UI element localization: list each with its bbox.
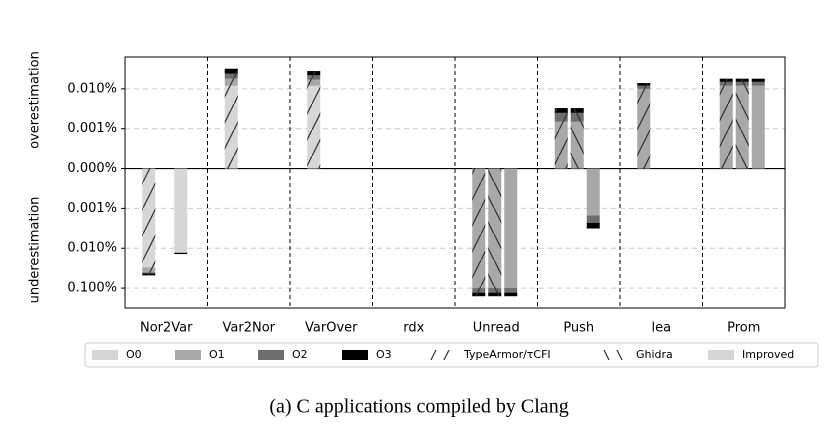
bar-hatch [554,112,568,122]
bar-hatch [472,288,486,293]
bar-hatch [735,81,749,86]
legend-label: O3 [376,348,392,361]
y-tick-label: 0.001% [67,121,117,136]
bar-hatch [142,168,156,268]
bar-hatch [719,85,733,169]
legend-swatch [92,350,118,360]
bar-segment [751,85,765,169]
plot-frame [124,56,786,309]
bar-hatch [637,85,651,89]
legend-swatch [430,350,456,360]
bar-hatch [142,272,156,274]
legend-label: Ghidra [636,348,673,361]
bar-segment [586,168,600,216]
y-tick-label: 0.010% [67,241,117,256]
bar-hatch [719,78,733,82]
y-tick-label: 0.001% [67,201,117,216]
bar-hatch [224,68,238,74]
bar-hatch [472,168,486,289]
legend-label: O2 [292,348,308,361]
bar-hatch [735,85,749,169]
bar-hatch [570,108,584,113]
y-tick-label: 0.000% [67,161,117,176]
bar-hatch [307,75,321,80]
y-label-over: overestimation [28,51,43,149]
legend-swatch [708,350,734,360]
bar-hatch [735,78,749,82]
x-tick-label: Var2Nor [223,321,276,336]
bar-hatch [488,288,502,293]
bar-hatch [570,121,584,169]
legend-swatch [175,350,201,360]
y-label-under: underestimation [28,197,43,304]
bar-hatch [488,168,502,289]
bar-segment [504,168,518,289]
bar-hatch [224,78,238,86]
x-tick-label: Unread [473,321,520,336]
bar-segment [586,222,600,229]
bar-segment [751,78,765,82]
bar-segment [751,81,765,86]
x-tick-label: VarOver [305,321,358,336]
legend-label: TypeArmor/τCFI [463,348,551,361]
bar-hatch [488,292,502,297]
bar-segment [174,252,188,255]
x-tick-label: Push [563,321,594,336]
x-tick-label: Prom [727,321,760,336]
bar-hatch [637,83,651,86]
bar-hatch [554,108,568,113]
bar-hatch [142,273,156,276]
y-tick-label: 0.010% [67,81,117,96]
x-tick-label: lea [651,321,671,336]
bar-hatch [307,71,321,76]
legend-swatch [602,350,628,360]
x-tick-label: rdx [403,321,424,336]
legend-label: Improved [742,348,794,361]
bar-segment [504,292,518,297]
legend-label: O0 [126,348,142,361]
bar-hatch [307,79,321,86]
bar-hatch [307,85,321,169]
bar-hatch [224,85,238,169]
caption: (a) C applications compiled by Clang [269,396,568,418]
bar-segment [586,215,600,223]
x-tick-label: Nor2Var [140,321,193,336]
y-tick-label: 0.100% [67,281,117,296]
legend-swatch [342,350,368,360]
bar-hatch [637,88,651,169]
bar-hatch [472,292,486,297]
bar-hatch [554,121,568,169]
bar-segment [174,168,188,253]
bar-hatch [570,112,584,122]
bar-hatch [224,73,238,79]
bar-segment [504,288,518,293]
bar-hatch [719,81,733,86]
legend-swatch [258,350,284,360]
legend-label: O1 [209,348,225,361]
bar-hatch [142,267,156,273]
